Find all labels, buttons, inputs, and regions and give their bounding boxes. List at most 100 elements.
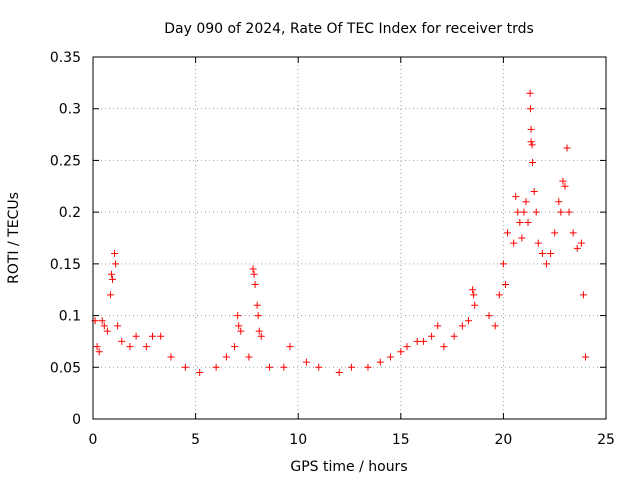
data-point <box>518 234 526 242</box>
data-points <box>91 89 589 376</box>
data-point <box>167 353 175 361</box>
data-point <box>440 343 448 351</box>
data-point <box>532 208 540 216</box>
data-point <box>559 177 567 185</box>
data-point <box>253 301 261 309</box>
data-point <box>551 229 559 237</box>
x-tick-label: 0 <box>89 432 98 448</box>
data-point <box>413 337 421 345</box>
data-point <box>434 322 442 330</box>
y-tick-label: 0 <box>72 412 81 428</box>
data-point <box>555 198 563 206</box>
data-point <box>485 312 493 320</box>
data-point <box>255 327 263 335</box>
data-point <box>510 239 518 247</box>
data-point <box>534 239 542 247</box>
data-point <box>469 286 477 294</box>
data-point <box>504 229 512 237</box>
data-point <box>579 291 587 299</box>
data-point <box>565 208 573 216</box>
data-point <box>569 229 577 237</box>
data-point <box>222 353 230 361</box>
data-point <box>376 358 384 366</box>
data-point <box>516 218 524 226</box>
data-point <box>512 193 520 201</box>
data-point <box>364 363 372 371</box>
data-point <box>520 208 528 216</box>
y-tick-label: 0.25 <box>50 153 81 169</box>
data-point <box>470 291 478 299</box>
grid-lines <box>93 57 606 419</box>
data-point <box>302 358 310 366</box>
data-point <box>234 312 242 320</box>
y-tick-label: 0.15 <box>50 257 81 273</box>
x-tick-label: 5 <box>191 432 200 448</box>
data-point <box>403 343 411 351</box>
x-tick-label: 25 <box>597 432 615 448</box>
x-tick-label: 10 <box>289 432 307 448</box>
x-axis-label: GPS time / hours <box>290 459 407 475</box>
x-tick-label: 15 <box>392 432 410 448</box>
y-tick-label: 0.05 <box>50 360 81 376</box>
data-point <box>526 89 534 97</box>
data-point <box>524 218 532 226</box>
data-point <box>527 138 535 146</box>
data-point <box>561 182 569 190</box>
data-point <box>132 332 140 340</box>
data-point <box>419 337 427 345</box>
data-point <box>103 327 111 335</box>
data-point <box>98 317 106 325</box>
data-point <box>501 281 509 289</box>
data-point <box>245 353 253 361</box>
data-point <box>212 363 220 371</box>
chart-title: Day 090 of 2024, Rate Of TEC Index for r… <box>164 21 534 37</box>
data-point <box>280 363 288 371</box>
data-point <box>108 275 116 283</box>
data-point <box>181 363 189 371</box>
data-point <box>231 343 239 351</box>
data-point <box>106 291 114 299</box>
data-point <box>251 281 259 289</box>
y-tick-label: 0.1 <box>59 309 81 325</box>
data-point <box>499 260 507 268</box>
data-point <box>522 198 530 206</box>
data-point <box>257 332 265 340</box>
data-point <box>491 322 499 330</box>
data-point <box>387 353 395 361</box>
data-point <box>335 368 343 376</box>
data-point <box>235 322 243 330</box>
data-point <box>286 343 294 351</box>
data-point <box>111 250 119 258</box>
y-tick-label: 0.35 <box>50 50 81 66</box>
axis-ticks: 0 5 10 15 20 25 0 0.05 0.1 0.15 0.2 0.25 0.3 0.35 <box>50 50 615 448</box>
data-point <box>577 239 585 247</box>
data-point <box>530 187 538 195</box>
data-point <box>114 322 122 330</box>
data-point <box>450 332 458 340</box>
data-point <box>563 144 571 152</box>
data-point <box>547 250 555 258</box>
data-point <box>526 105 534 113</box>
data-point <box>581 353 589 361</box>
data-point <box>465 317 473 325</box>
plot-frame <box>92 56 607 420</box>
data-point <box>254 312 262 320</box>
data-point <box>315 363 323 371</box>
data-point <box>573 244 581 252</box>
data-point <box>250 270 258 278</box>
data-point <box>107 270 115 278</box>
data-point <box>458 322 466 330</box>
data-point <box>149 332 157 340</box>
data-point <box>100 322 108 330</box>
x-tick-label: 20 <box>494 432 512 448</box>
data-point <box>93 343 101 351</box>
data-point <box>557 208 565 216</box>
data-point <box>249 265 257 273</box>
data-point <box>397 348 405 356</box>
data-point <box>527 125 535 133</box>
y-tick-label: 0.2 <box>59 205 81 221</box>
data-point <box>528 141 536 149</box>
data-point <box>529 158 537 166</box>
data-point <box>542 260 550 268</box>
